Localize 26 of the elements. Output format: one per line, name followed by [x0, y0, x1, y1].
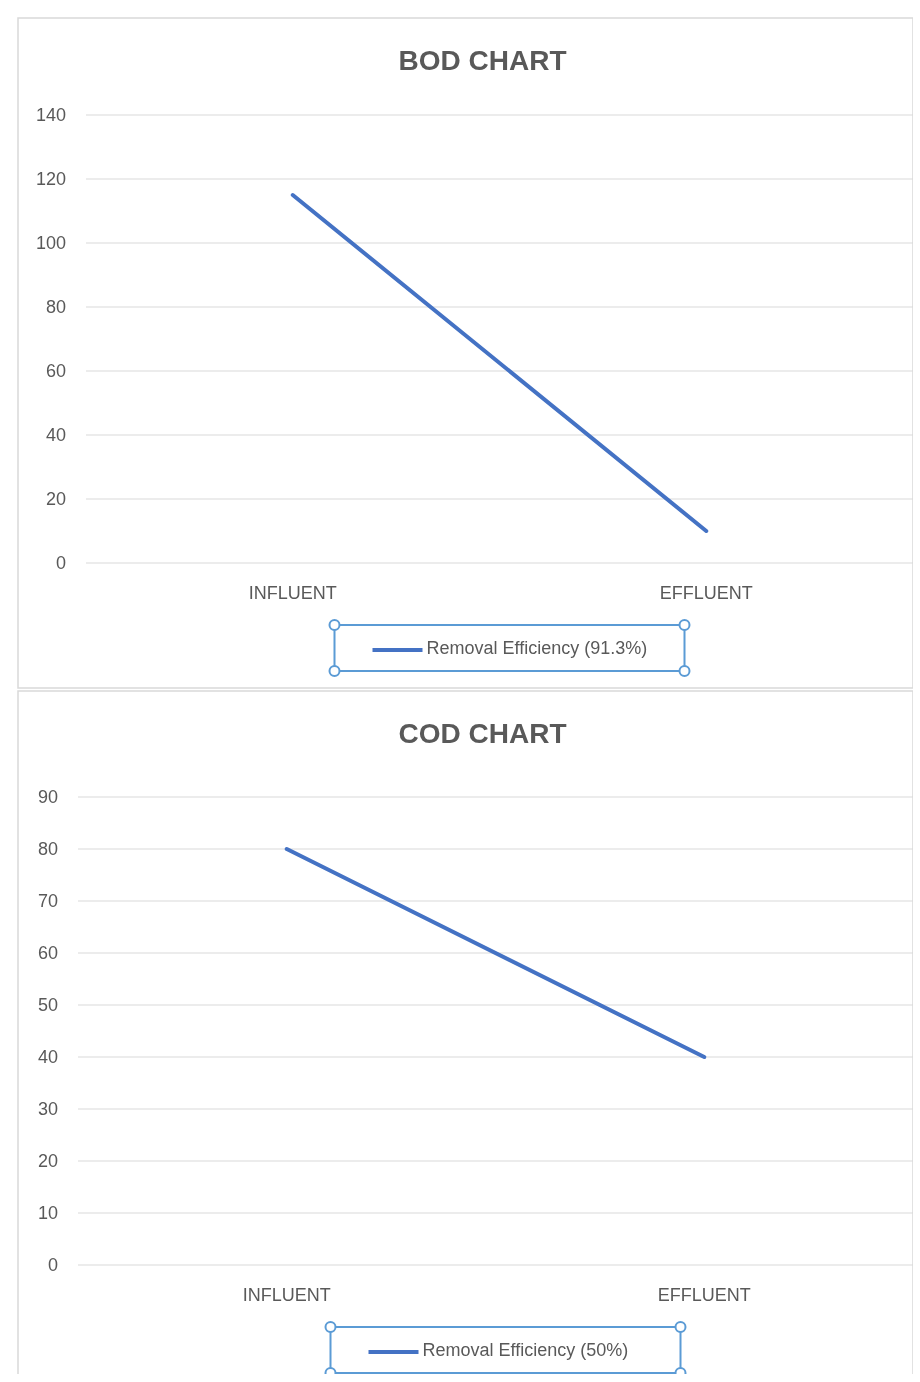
y-tick-label: 60 [45, 361, 66, 381]
x-tick-label: INFLUENT [248, 583, 337, 603]
y-tick-label: 100 [35, 233, 66, 253]
y-tick-label: 0 [55, 553, 66, 573]
y-tick-label: 80 [37, 839, 58, 859]
x-tick-label: EFFLUENT [657, 1285, 751, 1305]
y-tick-label: 60 [37, 943, 58, 963]
y-tick-label: 30 [37, 1099, 58, 1119]
y-tick-label: 0 [47, 1255, 58, 1275]
y-tick-label: 40 [45, 425, 66, 445]
y-tick-label: 70 [37, 891, 58, 911]
chart-title: COD CHART [398, 718, 567, 749]
y-tick-label: 80 [45, 297, 66, 317]
legend-label: Removal Efficiency (50%) [422, 1340, 629, 1360]
y-tick-label: 120 [35, 169, 66, 189]
y-tick-label: 90 [37, 787, 58, 807]
y-tick-label: 40 [37, 1047, 58, 1067]
legend-label: Removal Efficiency (91.3%) [426, 638, 648, 658]
y-tick-label: 140 [35, 105, 66, 125]
y-tick-label: 20 [37, 1151, 58, 1171]
y-tick-label: 20 [45, 489, 66, 509]
y-tick-label: 50 [37, 995, 58, 1015]
y-tick-label: 10 [37, 1203, 58, 1223]
x-tick-label: INFLUENT [242, 1285, 331, 1305]
chart-title: BOD CHART [398, 45, 567, 76]
x-tick-label: EFFLUENT [659, 583, 753, 603]
